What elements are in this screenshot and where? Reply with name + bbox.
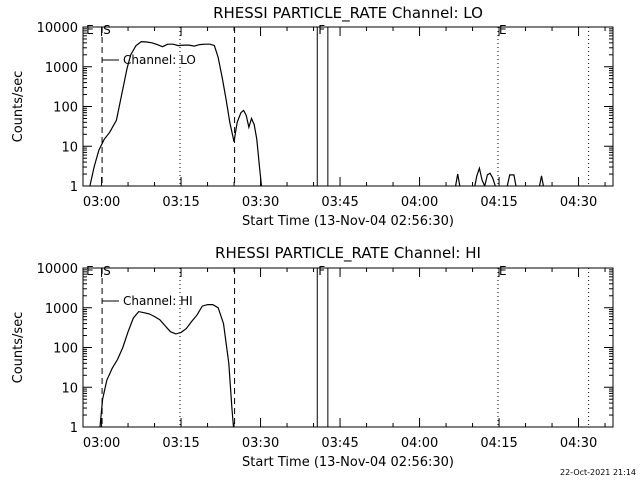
x-tick-label: 03:15 <box>162 195 199 210</box>
x-tick-label: 04:30 <box>560 436 597 451</box>
plot-frame <box>82 267 614 428</box>
x-tick-label: 04:00 <box>401 436 438 451</box>
series-line-lo <box>506 174 517 186</box>
x-tick-label: 04:00 <box>401 195 438 210</box>
x-tick-label: 04:15 <box>480 195 517 210</box>
y-axis-label: Counts/sec <box>11 312 26 384</box>
y-tick-label: 100 <box>53 101 78 116</box>
x-axis-label: Start Time (13-Nov-04 02:56:30) <box>242 455 454 470</box>
x-tick-label: 03:30 <box>242 436 279 451</box>
y-tick-label: 10 <box>61 140 78 155</box>
chart-title: RHESSI PARTICLE_RATE Channel: HI <box>215 244 481 263</box>
x-tick-label: 04:15 <box>480 436 517 451</box>
x-tick-label: 03:45 <box>321 195 358 210</box>
plot-frame <box>82 26 614 187</box>
y-tick-label: 1000 <box>45 302 78 317</box>
y-tick-label: 10 <box>61 381 78 396</box>
event-marker-label: F <box>318 264 325 278</box>
event-marker-label: E <box>499 23 507 37</box>
x-tick-label: 03:45 <box>321 436 358 451</box>
event-marker-label: F <box>318 23 325 37</box>
series-line-lo <box>474 165 496 186</box>
y-tick-label: 10000 <box>37 21 78 36</box>
y-tick-label: 1 <box>70 180 78 195</box>
x-tick-label: 03:00 <box>83 436 120 451</box>
chart-title: RHESSI PARTICLE_RATE Channel: LO <box>213 4 483 23</box>
event-marker-label: S <box>103 264 111 278</box>
y-tick-label: 10000 <box>37 262 78 277</box>
y-tick-label: 100 <box>53 342 78 357</box>
y-tick-label: 1 <box>70 421 78 436</box>
series-line-lo <box>88 40 263 186</box>
x-tick-label: 03:30 <box>242 195 279 210</box>
footer-timestamp: 22-Oct-2021 21:14 <box>560 468 636 477</box>
event-marker-label: E <box>86 264 94 278</box>
x-tick-label: 03:00 <box>83 195 120 210</box>
event-marker-label: S <box>103 23 111 37</box>
series-line-lo <box>538 175 545 186</box>
event-marker-label: E <box>499 264 507 278</box>
series-line-hi <box>99 304 235 427</box>
legend-label: Channel: HI <box>123 294 193 308</box>
legend-label: Channel: LO <box>123 53 196 67</box>
event-marker-label: E <box>86 23 94 37</box>
x-axis-label: Start Time (13-Nov-04 02:56:30) <box>242 214 454 229</box>
y-tick-label: 1000 <box>45 61 78 76</box>
y-axis-label: Counts/sec <box>11 71 26 143</box>
series-line-lo <box>454 173 461 186</box>
chart-panel-hi: RHESSI PARTICLE_RATE Channel: HI Counts/s… <box>11 244 614 470</box>
chart-panel-lo: RHESSI PARTICLE_RATE Channel: LO Counts/s… <box>11 4 614 229</box>
x-tick-label: 03:15 <box>162 436 199 451</box>
x-tick-label: 04:30 <box>560 195 597 210</box>
